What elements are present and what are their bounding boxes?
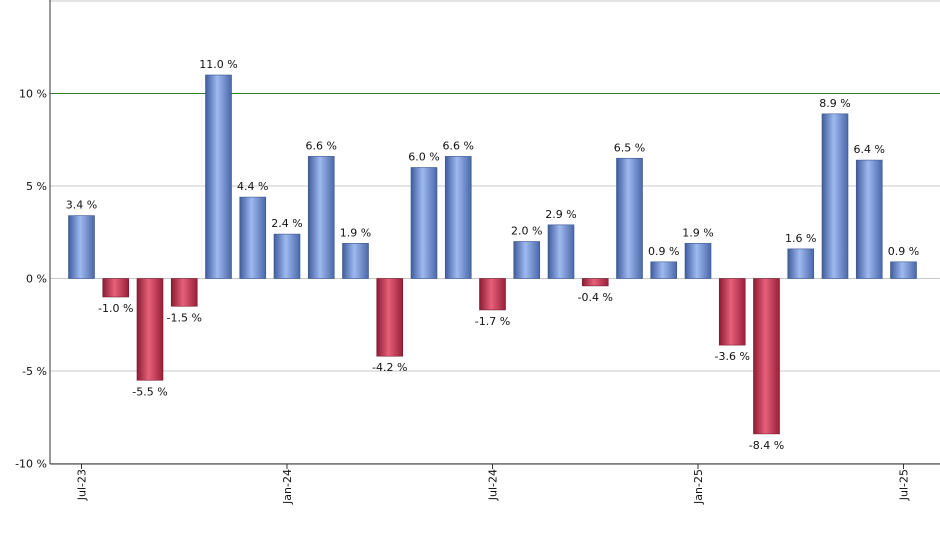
data-label-Jul-23: 3.4 % xyxy=(66,199,97,212)
data-label-Nov-24: 6.5 % xyxy=(614,141,645,154)
bar-May-25 xyxy=(821,113,849,279)
bars xyxy=(68,74,917,435)
data-label-Apr-25: 1.6 % xyxy=(785,232,816,245)
data-label-May-25: 8.9 % xyxy=(819,97,850,110)
data-label-Oct-24: -0.4 % xyxy=(578,291,613,304)
y-tick-label: -5 % xyxy=(22,365,47,378)
data-label-Aug-23: -1.0 % xyxy=(98,302,133,315)
bar-Jul-25 xyxy=(890,261,917,279)
data-label-Aug-24: 2.0 % xyxy=(511,225,542,238)
data-label-Nov-23: 11.0 % xyxy=(199,58,237,71)
data-label-Jan-25: 1.9 % xyxy=(682,226,713,239)
y-tick-label: 0 % xyxy=(26,273,47,286)
bar-Feb-25 xyxy=(718,278,746,346)
axes: -10 % -5 % 0 % 5 % 10 % Jul-23 Jan-24 Jul-24 Jan… xyxy=(15,0,940,505)
data-label-Feb-24: 6.6 % xyxy=(306,139,337,152)
data-label-Jul-25: 0.9 % xyxy=(888,245,919,258)
x-tick-label: Jan-24 xyxy=(281,469,294,505)
bar-Feb-24 xyxy=(307,156,335,279)
data-label-Mar-25: -8.4 % xyxy=(749,439,784,452)
bar-Apr-24 xyxy=(376,278,404,357)
bar-Jul-23 xyxy=(68,215,95,279)
x-tick-label: Jul-24 xyxy=(487,469,500,501)
data-label-Dec-23: 4.4 % xyxy=(237,180,268,193)
bar-Nov-23 xyxy=(205,74,232,279)
bar-Sep-24 xyxy=(547,224,575,279)
x-tick-label: Jul-23 xyxy=(76,469,89,501)
bar-Dec-24 xyxy=(650,261,678,279)
bar-Jun-24 xyxy=(444,156,472,279)
data-label-Jun-24: 6.6 % xyxy=(443,139,474,152)
data-label-Feb-25: -3.6 % xyxy=(715,350,750,363)
x-tick-label: Jan-25 xyxy=(692,469,705,505)
bar-Jul-24 xyxy=(479,278,506,311)
bar-Oct-23 xyxy=(170,278,198,307)
bar-Apr-25 xyxy=(787,248,815,279)
data-label-Oct-23: -1.5 % xyxy=(167,311,202,324)
data-labels: 3.4 % -1.0 % -5.5 % -1.5 % 11.0 % 4.4 % 2.4 % 6… xyxy=(66,58,919,452)
bar-May-24 xyxy=(410,167,438,279)
bar-Oct-24 xyxy=(581,278,609,287)
data-label-Apr-24: -4.2 % xyxy=(372,361,407,374)
bar-Dec-23 xyxy=(239,196,267,279)
y-tick-label: 5 % xyxy=(26,180,47,193)
bar-Nov-24 xyxy=(616,157,643,279)
y-tick-label: -10 % xyxy=(15,458,47,471)
data-label-Jun-25: 6.4 % xyxy=(854,143,885,156)
data-label-Sep-23: -5.5 % xyxy=(132,385,167,398)
bar-Jan-25 xyxy=(684,243,712,279)
bar-Sep-23 xyxy=(136,278,164,381)
bar-Jan-24 xyxy=(273,233,301,279)
x-tick-label: Jul-25 xyxy=(898,469,911,501)
data-label-Jan-24: 2.4 % xyxy=(271,217,302,230)
bar-Aug-23 xyxy=(102,278,130,298)
data-label-Mar-24: 1.9 % xyxy=(340,226,371,239)
bar-Mar-24 xyxy=(342,243,369,279)
data-label-Sep-24: 2.9 % xyxy=(545,208,576,221)
y-tick-label: 10 % xyxy=(19,88,47,101)
bar-Mar-25 xyxy=(753,278,780,435)
bar-Aug-24 xyxy=(513,241,541,279)
data-label-Jul-24: -1.7 % xyxy=(475,315,510,328)
bar-Jun-25 xyxy=(855,159,883,279)
data-label-Dec-24: 0.9 % xyxy=(648,245,679,258)
data-label-May-24: 6.0 % xyxy=(408,151,439,164)
